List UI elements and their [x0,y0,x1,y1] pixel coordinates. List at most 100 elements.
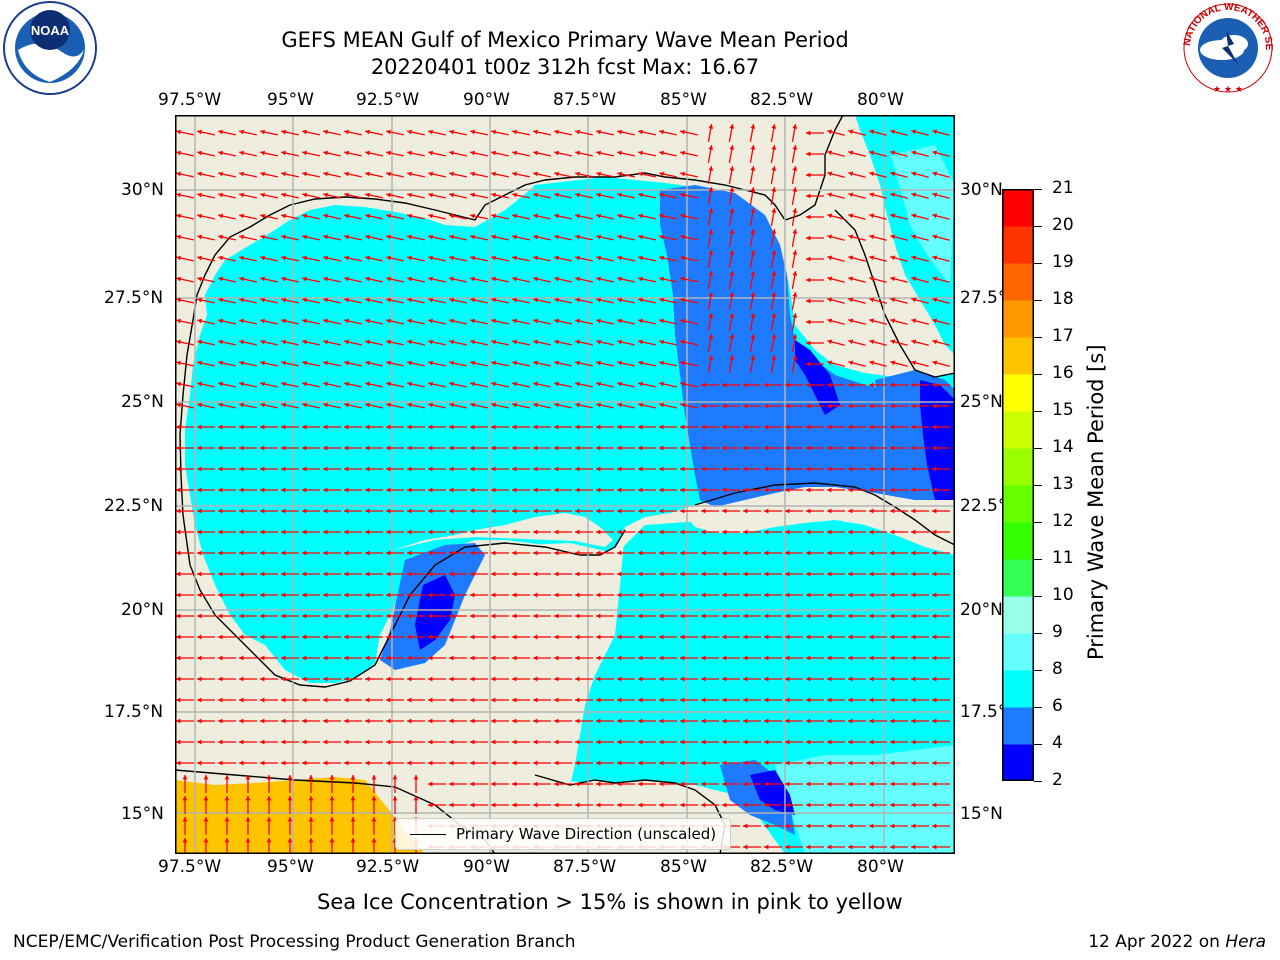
wave-arrow-head [722,613,727,619]
wave-arrow-head [848,550,853,556]
wave-arrow-head [554,297,559,303]
wave-arrow-head [785,613,790,619]
wave-arrow-head [743,697,748,703]
wave-arrow-head [218,550,223,556]
wave-arrow-head [176,276,181,282]
wave-arrow-head [533,339,538,345]
wave-arrow-head [428,360,433,366]
wave-arrow-head [533,571,538,577]
colorbar-tick-mark [1034,781,1042,782]
wave-arrow-head [680,487,685,493]
wave-arrow-head [869,760,874,766]
wave-arrow-head [771,145,777,150]
wave-arrow-head [554,529,559,535]
wave-arrow-head [176,360,181,366]
wave-arrow-head [771,229,777,234]
wave-arrow-head [827,255,833,261]
colorbar-segment [1002,707,1034,745]
wave-arrow-head [470,318,475,324]
wave-arrow-head [827,234,833,240]
wave-arrow-head [827,382,832,388]
wave-arrow-head [260,613,265,619]
wave-arrow-head [176,213,181,219]
wave-arrow-head [911,550,916,556]
wave-arrow-head [449,781,454,787]
wave-arrow-head [428,339,433,345]
wave-arrow-head [218,508,223,514]
wave-arrow-head [407,213,412,219]
wave-arrow-head [323,550,328,556]
wave-arrow-head [533,529,538,535]
wave-arrow-head [260,424,265,430]
wave-arrow-head [596,634,601,640]
wave-arrow-head [344,697,349,703]
wave-arrow-head [596,424,601,430]
wave-arrow-head [764,487,769,493]
wave-arrow-head [407,487,412,493]
map-legend: Primary Wave Direction (unscaled) [395,818,731,850]
wave-arrow-head [680,466,685,472]
wave-arrow-head [743,760,748,766]
wave-arrow-head [785,487,790,493]
wave-arrow-head [239,234,244,240]
wave-arrow-head [449,171,454,177]
colorbar-segment [1002,226,1034,264]
wave-arrow-head [722,487,727,493]
wave-arrow-head [176,613,181,619]
wave-arrow-head [323,402,328,408]
wave-arrow-head [218,150,223,156]
wave-arrow-head [470,676,475,682]
wave-arrow-head [827,655,832,661]
wave-arrow-head [470,697,475,703]
wave-arrow-head [596,487,601,493]
wave-arrow-head [575,360,580,366]
wave-arrow-head [218,255,223,261]
wave-arrow-head [708,313,714,318]
wave-arrow-head [659,802,664,808]
wave-arrow-head [176,592,181,598]
colorbar-segment [1002,263,1034,301]
wave-arrow-head [302,150,307,156]
wave-arrow-head [365,676,370,682]
wave-arrow-head [848,697,853,703]
wave-arrow-head [470,255,475,261]
wave-arrow-head [785,781,790,787]
wave-arrow-head [239,739,244,745]
wave-arrow-head [785,424,790,430]
wave-arrow-head [764,508,769,514]
wave-arrow-head [729,145,735,150]
wave-arrow-head [792,124,798,129]
wave-arrow-head [239,655,244,661]
wave-arrow-head [827,360,833,366]
wave-arrow-head [533,276,538,282]
wave-arrow-head [245,817,251,822]
wave-arrow-head [596,213,601,219]
wave-arrow-head [386,571,391,577]
wave-arrow-head [638,424,643,430]
lon-tick-bottom-90: 90°W [463,857,510,877]
wave-arrow-head [617,613,622,619]
wave-arrow-head [722,424,727,430]
wave-arrow-head [792,166,798,171]
wave-arrow-head [323,655,328,661]
colorbar-segment [1002,300,1034,338]
wave-arrow-head [617,445,622,451]
wave-arrow-head [470,213,475,219]
wave-arrow-head [890,339,896,345]
wave-arrow-head [638,697,643,703]
wave-arrow-head [512,739,517,745]
wave-arrow-head [806,151,811,157]
colorbar-tick-mark [1034,596,1042,597]
wave-arrow-head [743,823,748,829]
wave-arrow-head [869,339,875,345]
wave-arrow-head [911,276,917,282]
wave-arrow-head [407,297,412,303]
wave-arrow-head [371,838,377,843]
lon-tick-bottom-87.5: 87.5°W [553,857,617,877]
wave-arrow-head [932,339,938,345]
wave-arrow-head [792,334,798,339]
wave-arrow-head [722,508,727,514]
wave-arrow-head [869,171,875,177]
wave-arrow-head [869,297,875,303]
footer-right: 12 Apr 2022 on Hera [1088,932,1266,952]
